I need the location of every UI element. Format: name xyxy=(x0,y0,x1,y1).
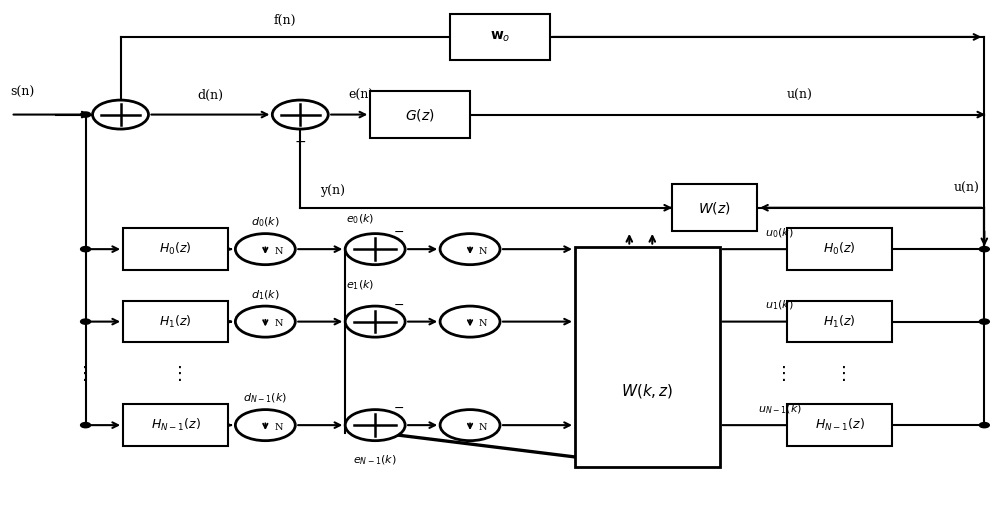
Circle shape xyxy=(235,306,295,337)
Text: $u_{N-1}(k)$: $u_{N-1}(k)$ xyxy=(758,402,802,416)
Text: $e_{N-1}(k)$: $e_{N-1}(k)$ xyxy=(353,454,397,467)
Circle shape xyxy=(81,319,91,324)
FancyBboxPatch shape xyxy=(450,13,550,60)
Text: $-$: $-$ xyxy=(393,225,404,238)
Circle shape xyxy=(979,422,989,428)
Text: $d_1(k)$: $d_1(k)$ xyxy=(251,289,280,302)
Text: $e_1(k)$: $e_1(k)$ xyxy=(346,279,374,292)
Text: e(n): e(n) xyxy=(348,89,373,102)
Text: N: N xyxy=(274,423,283,432)
Text: $H_0(z)$: $H_0(z)$ xyxy=(823,241,856,257)
FancyBboxPatch shape xyxy=(123,404,228,446)
Text: $u_1(k)$: $u_1(k)$ xyxy=(765,299,794,312)
FancyBboxPatch shape xyxy=(370,91,470,138)
Text: N: N xyxy=(479,247,488,256)
Text: u(n): u(n) xyxy=(787,89,813,102)
Text: $\mathbf{w}_{o}$: $\mathbf{w}_{o}$ xyxy=(490,30,510,44)
Circle shape xyxy=(345,234,405,265)
FancyBboxPatch shape xyxy=(575,247,720,467)
Text: $H_{N-1}(z)$: $H_{N-1}(z)$ xyxy=(815,417,864,433)
FancyBboxPatch shape xyxy=(672,184,757,231)
Text: u(n): u(n) xyxy=(953,182,979,195)
Circle shape xyxy=(272,100,328,129)
Circle shape xyxy=(440,409,500,441)
FancyBboxPatch shape xyxy=(123,228,228,270)
Text: $\vdots$: $\vdots$ xyxy=(75,364,87,383)
Circle shape xyxy=(979,247,989,252)
Text: $H_1(z)$: $H_1(z)$ xyxy=(823,313,856,330)
Text: N: N xyxy=(274,247,283,256)
Circle shape xyxy=(440,234,500,265)
Text: $e_0(k)$: $e_0(k)$ xyxy=(346,212,374,226)
FancyBboxPatch shape xyxy=(787,228,892,270)
FancyBboxPatch shape xyxy=(787,301,892,343)
Circle shape xyxy=(235,409,295,441)
Circle shape xyxy=(979,319,989,324)
FancyBboxPatch shape xyxy=(123,301,228,343)
Circle shape xyxy=(440,306,500,337)
Text: $G(z)$: $G(z)$ xyxy=(405,106,435,122)
Text: $-$: $-$ xyxy=(393,298,404,311)
Text: N: N xyxy=(274,319,283,329)
Text: f(n): f(n) xyxy=(274,13,297,26)
Circle shape xyxy=(345,306,405,337)
Text: $\vdots$: $\vdots$ xyxy=(834,364,845,383)
Text: $u_0(k)$: $u_0(k)$ xyxy=(765,226,794,240)
Text: $-$: $-$ xyxy=(294,134,306,148)
Text: $H_1(z)$: $H_1(z)$ xyxy=(159,313,192,330)
Circle shape xyxy=(81,112,91,117)
FancyBboxPatch shape xyxy=(787,404,892,446)
Text: $W(k,z)$: $W(k,z)$ xyxy=(621,382,673,400)
Text: $\vdots$: $\vdots$ xyxy=(170,364,181,383)
Text: $W(z)$: $W(z)$ xyxy=(698,200,731,216)
Text: d(n): d(n) xyxy=(197,89,223,102)
Circle shape xyxy=(81,422,91,428)
Circle shape xyxy=(81,247,91,252)
Text: $\vdots$: $\vdots$ xyxy=(774,364,786,383)
Circle shape xyxy=(235,234,295,265)
Text: $-$: $-$ xyxy=(393,401,404,414)
Text: s(n): s(n) xyxy=(11,86,35,99)
Circle shape xyxy=(345,409,405,441)
Text: N: N xyxy=(479,423,488,432)
Text: $H_0(z)$: $H_0(z)$ xyxy=(159,241,192,257)
Text: $d_{N-1}(k)$: $d_{N-1}(k)$ xyxy=(243,392,287,405)
Text: N: N xyxy=(479,319,488,329)
Circle shape xyxy=(93,100,148,129)
Text: $H_{N-1}(z)$: $H_{N-1}(z)$ xyxy=(151,417,200,433)
Text: y(n): y(n) xyxy=(320,184,345,197)
Text: $d_0(k)$: $d_0(k)$ xyxy=(251,216,280,229)
